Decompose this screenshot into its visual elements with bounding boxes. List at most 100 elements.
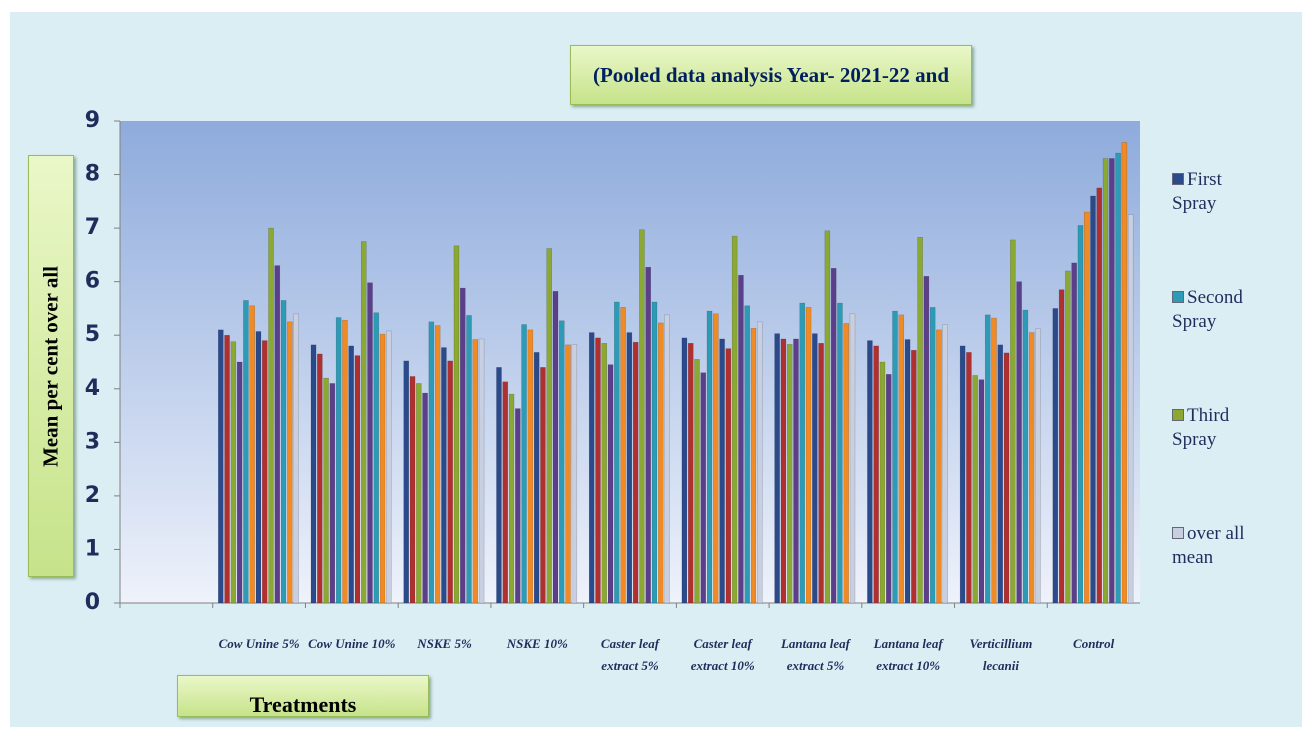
- bar: [713, 313, 719, 604]
- bar: [373, 312, 380, 604]
- bar: [719, 338, 725, 604]
- bar: [793, 338, 799, 604]
- bar: [565, 344, 571, 604]
- x-tick-label: Cow Unine 10%: [308, 636, 396, 651]
- bar: [645, 266, 651, 604]
- bar: [386, 330, 392, 604]
- bar: [687, 343, 694, 604]
- bar: [1102, 158, 1109, 604]
- bar: [805, 307, 812, 604]
- bar: [879, 361, 886, 604]
- bar: [936, 329, 942, 604]
- y-axis-title-box: Mean per cent over all: [28, 155, 74, 577]
- bar: [472, 339, 479, 604]
- bar: [230, 341, 237, 604]
- y-tick-label: 5: [85, 322, 100, 347]
- bar: [917, 236, 923, 604]
- bar: [681, 337, 688, 604]
- x-tick-label: NSKE 5%: [417, 636, 472, 651]
- bar: [521, 324, 527, 604]
- bar: [824, 230, 831, 604]
- bar: [966, 352, 972, 604]
- bar: [786, 344, 793, 604]
- bar: [620, 307, 626, 604]
- bar: [540, 367, 546, 604]
- bar: [502, 381, 509, 604]
- bar: [360, 241, 367, 604]
- bar: [441, 347, 447, 604]
- bar: [601, 343, 608, 604]
- bar: [1058, 289, 1065, 604]
- bar: [1077, 225, 1084, 604]
- y-tick-label: 8: [85, 162, 100, 187]
- bar: [255, 331, 262, 604]
- bar: [478, 338, 485, 604]
- bar: [422, 392, 428, 604]
- bar: [1003, 352, 1010, 604]
- bar: [843, 323, 849, 604]
- bar: [664, 314, 670, 604]
- x-tick-label: Caster leaf extract 10%: [690, 636, 755, 673]
- y-tick-label: 0: [85, 590, 100, 615]
- bar: [959, 345, 966, 604]
- legend-swatch: [1172, 291, 1184, 303]
- bar: [379, 333, 386, 604]
- bar: [447, 360, 453, 604]
- bar: [268, 227, 274, 604]
- bar: [546, 248, 552, 604]
- x-tick-label: NSKE 10%: [506, 636, 568, 651]
- legend-swatch: [1172, 409, 1184, 421]
- bar: [651, 301, 658, 604]
- bar: [639, 229, 645, 604]
- bar: [818, 343, 824, 604]
- bar: [348, 345, 354, 604]
- bar: [1065, 270, 1071, 604]
- bar: [942, 324, 948, 604]
- bar: [416, 383, 422, 604]
- bar: [1071, 262, 1077, 604]
- bar: [1115, 152, 1121, 604]
- bar: [626, 332, 633, 604]
- legend-entry: over all mean: [1172, 522, 1262, 570]
- bar: [434, 325, 441, 604]
- bar: [287, 321, 293, 604]
- bar: [700, 372, 707, 604]
- bar: [409, 376, 416, 604]
- bar: [558, 320, 565, 604]
- legend-entry: Second Spray: [1172, 286, 1262, 334]
- x-axis-title: Treatments: [177, 675, 429, 717]
- bar: [780, 338, 787, 604]
- bar: [750, 328, 757, 604]
- bar: [607, 364, 614, 604]
- bar: [991, 317, 997, 604]
- bar: [837, 302, 843, 604]
- bar: [236, 361, 243, 604]
- bar: [892, 310, 898, 604]
- legend-label: over all mean: [1172, 523, 1245, 568]
- bar: [812, 333, 818, 604]
- bar: [1109, 158, 1115, 604]
- bar: [354, 355, 361, 604]
- legend-label: Third Spray: [1172, 405, 1230, 450]
- bar: [453, 245, 460, 604]
- bar: [224, 334, 230, 604]
- bar: [595, 337, 601, 604]
- bar: [1090, 195, 1096, 604]
- bar: [508, 393, 515, 604]
- bar: [1083, 211, 1090, 604]
- y-tick-label: 2: [85, 483, 100, 508]
- bar: [218, 329, 224, 604]
- bar: [1022, 309, 1029, 604]
- bar: [496, 367, 502, 604]
- bar: [972, 375, 978, 604]
- bar: [774, 333, 780, 604]
- bar: [867, 340, 873, 604]
- bar: [614, 301, 620, 604]
- bar: [243, 300, 249, 604]
- bar: [744, 305, 750, 604]
- x-tick-label: Lantana leaf extract 10%: [873, 636, 943, 673]
- bar: [261, 340, 268, 604]
- bar: [706, 310, 713, 604]
- bar: [588, 332, 595, 604]
